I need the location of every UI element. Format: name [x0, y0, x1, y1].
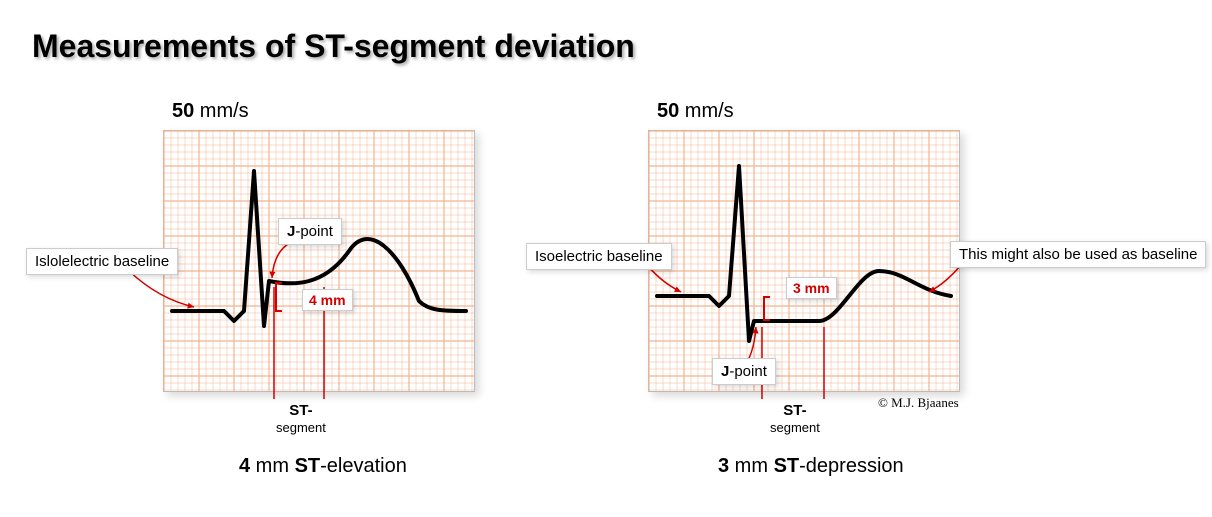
jpoint-label-right: J-point — [712, 358, 776, 385]
page-title: Measurements of ST-segment deviation — [32, 28, 635, 65]
ecg-grid — [164, 131, 474, 391]
speed-label-left: 50 mm/s — [172, 100, 249, 123]
ecg-trace-right — [657, 166, 951, 341]
copyright: © M.J. Bjaanes — [878, 395, 959, 411]
ecg-svg-right — [649, 131, 959, 391]
st-segment-label-left: ST-segment — [276, 403, 326, 436]
mm-value-right: 3 mm — [793, 280, 830, 296]
jpoint-label-left: J-point — [278, 218, 342, 245]
ecg-box-right — [648, 130, 960, 392]
iso-baseline-label-right: Isoelectric baseline — [526, 243, 672, 270]
caption-right: 3 mm ST-depression — [718, 455, 904, 478]
mm-bracket-left — [276, 283, 282, 311]
st-segment-label-right: ST-segment — [770, 403, 820, 436]
iso-arrow-left — [129, 271, 194, 309]
alt-baseline-label-right: This might also be used as baseline — [950, 241, 1206, 268]
mm-label-right: 3 mm — [786, 277, 837, 299]
ecg-grid — [649, 131, 959, 391]
mm-bracket-right — [764, 297, 770, 320]
caption-left: 4 mm ST-elevation — [239, 455, 407, 478]
iso-baseline-label-left: Islolelectric baseline — [26, 248, 178, 275]
mm-label-left: 4 mm — [302, 289, 353, 311]
ecg-svg-left — [164, 131, 474, 391]
speed-label-right: 50 mm/s — [657, 100, 734, 123]
mm-value-left: 4 mm — [309, 292, 346, 308]
ecg-box-left — [163, 130, 475, 392]
